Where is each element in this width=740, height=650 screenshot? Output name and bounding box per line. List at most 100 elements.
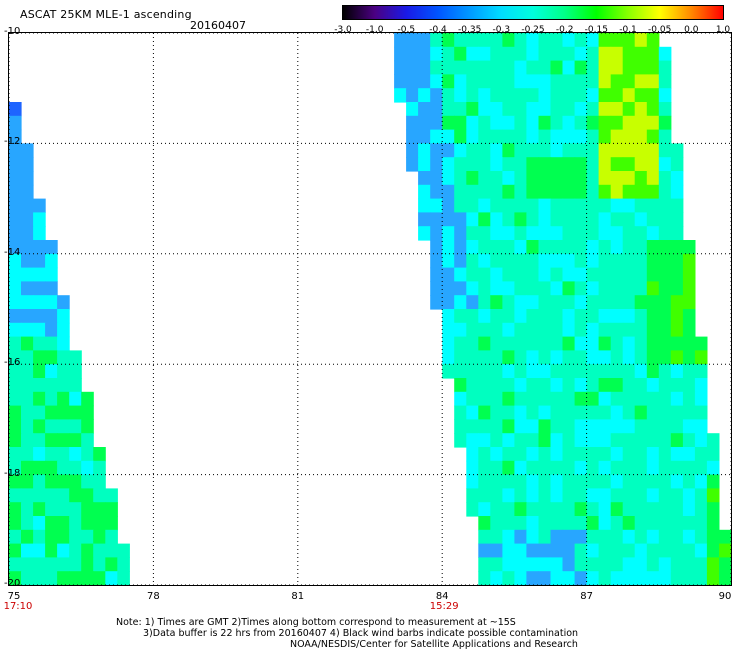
wind-cell [490,212,503,227]
wind-cell [57,309,70,324]
wind-cell [466,102,479,117]
wind-cell [682,447,696,462]
wind-cell [514,391,527,407]
wind-cell [490,502,503,517]
wind-cell [634,502,648,517]
wind-cell [682,571,696,585]
wind-cell [45,571,58,585]
wind-cell [658,226,672,241]
wind-cell [514,447,527,462]
wind-cell [562,295,576,310]
wind-cell [562,502,576,517]
wind-cell [21,488,34,503]
wind-cell [21,474,34,489]
wind-cell [406,74,419,89]
wind-cell [418,198,431,213]
wind-cell [526,350,539,365]
wind-cell [658,543,672,558]
wind-cell [57,336,70,351]
wind-cell [478,433,491,448]
wind-cell [454,102,467,117]
wind-cell [670,488,684,503]
wind-cell [622,143,636,158]
wind-cell [526,295,539,310]
wind-cell [598,171,612,186]
wind-cell [562,267,576,282]
colorbar-tick-label: -0.05 [648,25,672,35]
wind-cell [682,433,696,448]
wind-cell [502,336,515,351]
wind-cell [538,433,552,448]
wind-cell [646,419,660,434]
wind-cell [454,212,467,227]
wind-cell [57,460,70,476]
wind-cell [694,336,708,351]
wind-cell [466,474,479,489]
wind-cell [454,33,467,48]
wind-cell [682,405,696,420]
wind-cell [562,336,576,351]
wind-cell [466,198,479,213]
wind-cell [514,557,527,572]
wind-cell [454,115,467,131]
wind-cell [478,336,491,351]
wind-cell [526,557,539,572]
wind-cell [574,33,588,48]
wind-cell [670,295,684,310]
wind-cell [574,102,588,117]
wind-cell [57,322,70,338]
wind-cell [574,378,588,393]
wind-cell [21,240,34,255]
wind-cell [490,350,503,365]
wind-cell [670,391,684,407]
wind-cell [670,198,684,213]
wind-cell [562,143,576,158]
wind-cell [526,364,539,379]
wind-cell [526,240,539,255]
wind-cell [430,88,443,103]
wind-cell [93,543,106,558]
wind-cell [610,571,624,585]
wind-cell [466,60,479,75]
wind-cell [502,240,515,255]
wind-cell [682,378,696,393]
wind-cell [478,212,491,227]
wind-cell [598,60,612,75]
wind-cell [658,405,672,420]
wind-cell [658,433,672,448]
wind-cell [562,419,576,434]
wind-cell [442,322,455,338]
wind-cell [658,378,672,393]
wind-cell [514,74,527,89]
wind-cell [550,212,564,227]
wind-cell [550,391,564,407]
wind-cell [430,171,443,186]
wind-cell [526,391,539,407]
wind-cell [502,364,515,379]
wind-cell [622,502,636,517]
wind-cell [526,543,539,558]
wind-cell [550,157,564,172]
wind-cell [117,571,130,585]
wind-cell [682,419,696,434]
wind-cell [33,516,46,531]
wind-cell [81,516,94,531]
wind-cell [21,322,34,338]
wind-cell [430,115,443,131]
wind-cell [586,419,600,434]
wind-cell [586,391,600,407]
wind-cell [622,460,636,476]
wind-cell [682,336,696,351]
wind-cell [562,350,576,365]
wind-cell [33,281,46,296]
wind-cell [490,405,503,420]
wind-cell [430,198,443,213]
wind-cell [45,364,58,379]
wind-cell [538,171,552,186]
wind-cell [646,571,660,585]
wind-cell [694,405,708,420]
wind-cell [670,157,684,172]
wind-cell [514,171,527,186]
wind-cell [466,226,479,241]
wind-cell [454,378,467,393]
